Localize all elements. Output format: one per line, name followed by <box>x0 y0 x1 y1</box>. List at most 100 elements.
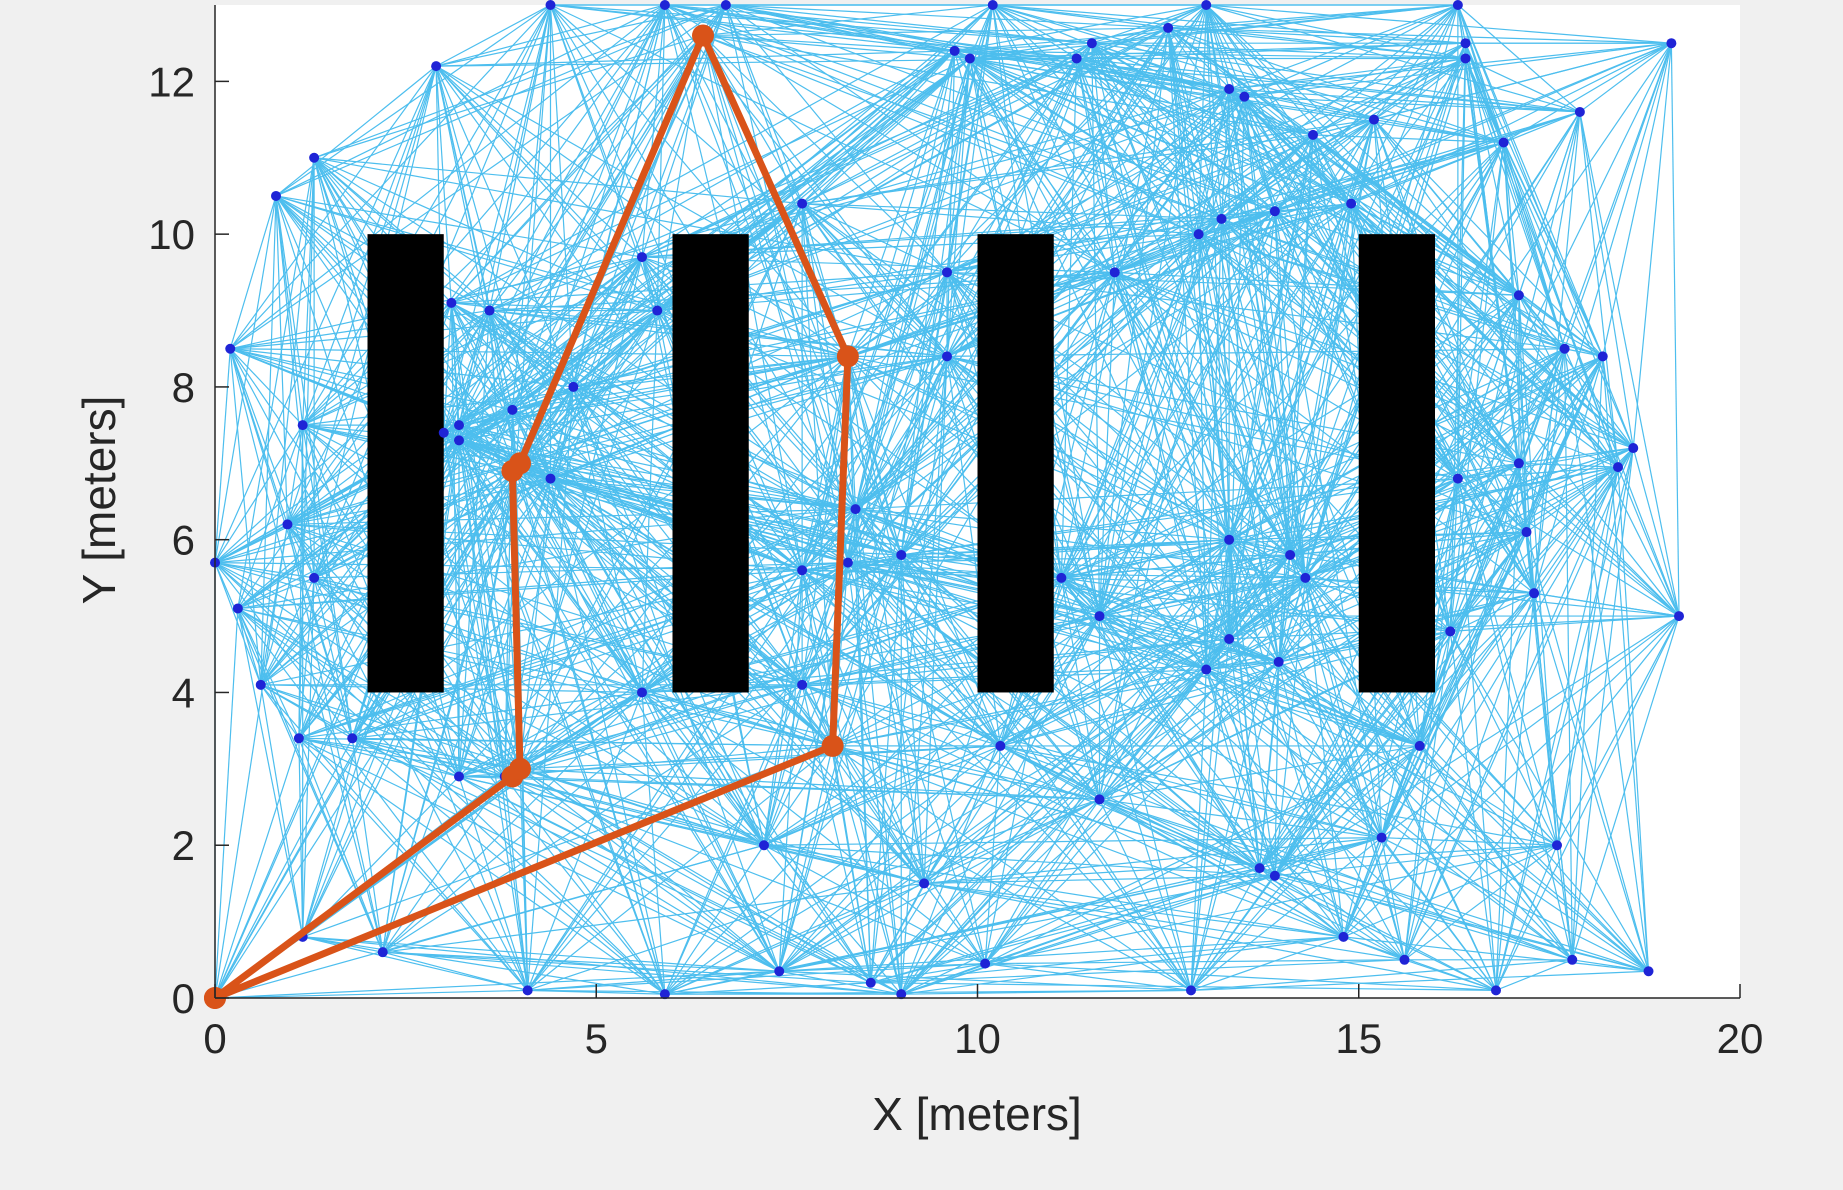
roadmap-edge <box>1457 4 1604 357</box>
roadmap-edge <box>1373 42 1466 121</box>
roadmap-node <box>1224 84 1235 95</box>
roadmap-node <box>942 267 952 278</box>
roadmap-edge <box>527 970 780 991</box>
roadmap-edge <box>314 157 948 273</box>
roadmap-edge <box>1098 539 1230 800</box>
roadmap-edge <box>900 554 925 884</box>
roadmap-node <box>995 740 1006 751</box>
roadmap-edge <box>1381 837 1649 972</box>
roadmap-edge <box>664 4 1116 273</box>
roadmap-node <box>659 0 670 10</box>
roadmap-edge <box>1205 142 1505 670</box>
roadmap-edge <box>1220 218 1230 540</box>
roadmap-edge <box>1350 58 1466 204</box>
roadmap-edge <box>1167 27 1230 540</box>
roadmap-edge <box>1221 111 1581 220</box>
roadmap-edge <box>450 302 506 777</box>
roadmap-edge <box>527 562 849 991</box>
roadmap-edge <box>900 554 1001 747</box>
roadmap-node <box>297 420 308 431</box>
roadmap-node <box>507 404 518 415</box>
roadmap-edge <box>984 539 1230 964</box>
roadmap-edge <box>302 745 833 938</box>
roadmap-edge <box>1289 203 1352 556</box>
roadmap-edge <box>1060 577 1101 800</box>
roadmap-edge <box>1205 4 1520 296</box>
roadmap-node <box>1300 572 1311 583</box>
roadmap-edge <box>1076 58 1280 663</box>
roadmap-edge <box>260 684 304 937</box>
roadmap-edge <box>1556 615 1680 846</box>
roadmap-edge <box>801 203 834 746</box>
roadmap-edge <box>515 462 1001 747</box>
roadmap-edge <box>382 951 871 984</box>
roadmap-edge <box>1060 58 1078 578</box>
roadmap-edge <box>515 470 643 693</box>
roadmap-edge <box>237 607 666 995</box>
roadmap-edge <box>1518 294 1634 449</box>
roadmap-edge <box>763 356 849 846</box>
roadmap-edge <box>1404 959 1497 991</box>
roadmap-node <box>1369 114 1379 125</box>
roadmap-edge <box>275 195 289 525</box>
roadmap-edge <box>1495 593 1535 991</box>
roadmap-edge <box>778 570 803 972</box>
roadmap-edge <box>1449 348 1566 632</box>
roadmap-edge <box>229 348 262 685</box>
roadmap-edge <box>832 661 1279 747</box>
roadmap-edge <box>657 309 1230 541</box>
roadmap-edge <box>488 4 552 311</box>
roadmap-node <box>522 985 533 996</box>
roadmap-edge <box>298 738 384 953</box>
roadmap-edge <box>1099 798 1344 938</box>
roadmap-edge <box>664 982 871 995</box>
roadmap-edge <box>1190 661 1280 991</box>
roadmap-edge <box>1533 593 1558 846</box>
roadmap-node <box>949 45 960 56</box>
roadmap-edge <box>870 963 986 984</box>
roadmap-edge <box>1312 134 1504 144</box>
roadmap-edge <box>443 302 452 433</box>
roadmap-edge <box>1098 96 1245 617</box>
roadmap-edge <box>1167 27 1200 235</box>
roadmap-edge <box>1000 638 1230 747</box>
roadmap-edge <box>1098 615 1192 991</box>
roadmap-node <box>1613 462 1623 473</box>
roadmap-edge <box>801 569 1260 869</box>
roadmap-edge <box>214 562 833 747</box>
roadmap-edge <box>847 562 1192 991</box>
roadmap-edge <box>1228 211 1276 640</box>
obstacle <box>672 234 749 693</box>
roadmap-edge <box>1274 577 1306 876</box>
roadmap-node <box>1109 267 1120 278</box>
roadmap-edge <box>664 684 803 995</box>
solution-path <box>204 24 859 1009</box>
roadmap-edge <box>847 50 956 357</box>
roadmap-edge <box>832 745 1192 991</box>
roadmap-edge <box>519 768 925 885</box>
roadmap-node <box>1269 870 1280 881</box>
roadmap-edge <box>275 195 849 357</box>
roadmap-edge <box>1312 42 1466 136</box>
roadmap-node <box>1163 22 1174 33</box>
roadmap-edge <box>1350 111 1581 205</box>
roadmap-edge <box>1278 134 1314 662</box>
roadmap-edge <box>1205 4 1245 97</box>
roadmap-edge <box>1274 111 1581 212</box>
roadmap-edge <box>664 798 1100 995</box>
roadmap-edge <box>1206 4 1672 44</box>
roadmap-edge <box>725 4 948 273</box>
roadmap-edge <box>664 844 765 995</box>
roadmap-edge <box>1000 554 1291 747</box>
y-tick-label: 4 <box>172 669 195 716</box>
roadmap-node <box>1498 137 1509 148</box>
roadmap-edge <box>458 470 517 777</box>
roadmap-node <box>1086 38 1097 49</box>
roadmap-edge <box>1098 4 1207 617</box>
roadmap-edge <box>443 4 552 433</box>
roadmap-edge <box>214 562 666 995</box>
roadmap-edge <box>1228 539 1649 972</box>
roadmap-node <box>1574 106 1585 117</box>
roadmap-edge <box>778 554 902 972</box>
roadmap-edge <box>1381 837 1497 991</box>
